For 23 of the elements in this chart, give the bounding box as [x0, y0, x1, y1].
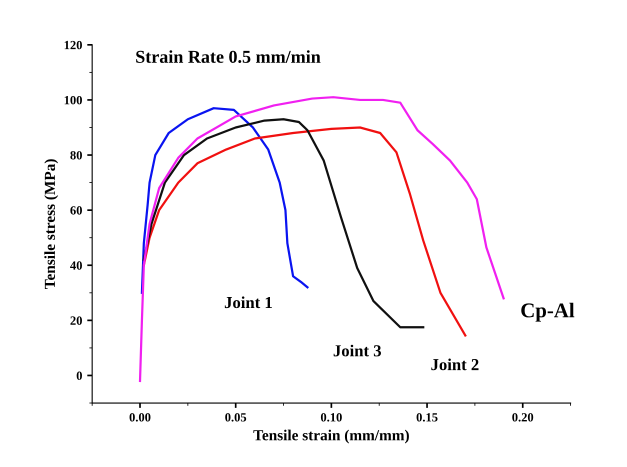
y-tick-label: 40: [70, 261, 82, 270]
x-tick-label: 0.15: [416, 413, 438, 422]
series-label: Cp-Al: [521, 302, 574, 322]
series-label: Joint 1: [224, 296, 272, 308]
x-tick-label: 0.10: [320, 413, 342, 422]
y-tick-label: 80: [70, 151, 82, 160]
series-label: Joint 2: [431, 358, 478, 370]
x-tick-label: 0.00: [130, 413, 150, 422]
y-tick-label: 20: [70, 316, 82, 325]
y-tick-label: 120: [64, 40, 82, 50]
y-axis-title: Tensile stress (MPa): [44, 159, 58, 290]
line-series: [142, 126, 466, 337]
y-tick-label: 60: [70, 206, 82, 215]
line-series: [140, 107, 309, 294]
y-tick-label: 100: [64, 96, 82, 104]
chart-title: Strain Rate 0.5 mm/min: [136, 50, 321, 63]
x-axis-title: Tensile strain (mm/mm): [253, 430, 409, 444]
line-series: [138, 96, 505, 382]
x-tick-label: 0.20: [512, 413, 534, 422]
series-label: Joint 3: [334, 344, 381, 356]
line-series: [142, 118, 424, 328]
x-tick-label: 0.05: [225, 413, 246, 422]
y-tick-label: 0: [76, 371, 82, 380]
